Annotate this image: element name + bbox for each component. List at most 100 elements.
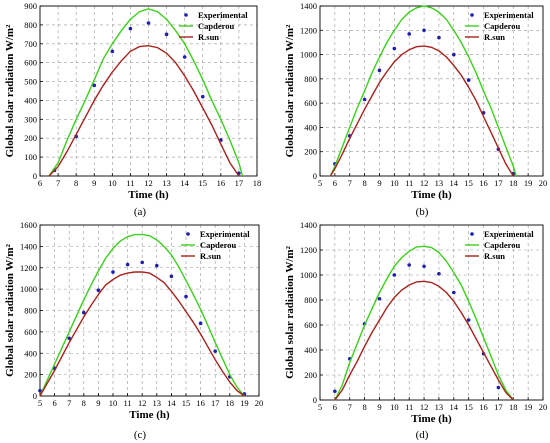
x-axis-label: Time (h) (411, 189, 452, 201)
x-tick-label: 18 (226, 398, 235, 408)
x-tick-label: 17 (494, 402, 503, 412)
series-line-capderou (329, 5, 517, 177)
data-point-experimental (407, 263, 412, 267)
y-tick-label: 0 (313, 395, 317, 405)
legend-label: Experimental (200, 229, 250, 239)
data-point-experimental (38, 388, 42, 393)
data-point-experimental (377, 296, 382, 301)
x-tick-label: 6 (52, 398, 56, 408)
y-axis-label: Global solar radiation W/m² (4, 24, 16, 157)
y-axis-label: Global solar radiation W/m² (284, 24, 296, 157)
data-point-experimental (452, 52, 456, 57)
x-tick-label: 17 (211, 398, 220, 408)
y-tick-label: 0 (33, 171, 37, 181)
series-line-r-sun (39, 271, 245, 397)
chart-panel-3: 5 6 7 8 9 10 11 12 13 14 15 16 17 18 19 200200400600800… (4, 220, 263, 441)
x-tick-label: 18 (253, 178, 262, 188)
data-point-experimental (213, 349, 217, 353)
x-tick-label: 20 (539, 178, 548, 188)
y-tick-label: 600 (24, 58, 37, 68)
data-point-experimental (110, 49, 115, 54)
x-tick-label: 19 (240, 398, 249, 408)
x-tick-label: 14 (450, 402, 459, 412)
y-tick-label: 500 (24, 77, 37, 87)
y-tick-label: 100 (24, 152, 37, 162)
x-tick-label: 10 (390, 178, 399, 188)
legend-marker-experimental (470, 13, 474, 17)
plot-frame (319, 5, 544, 177)
y-tick-label: 300 (24, 114, 37, 124)
y-tick-label: 0 (313, 171, 317, 181)
y-tick-label: 800 (24, 306, 37, 316)
x-tick-label: 17 (494, 178, 503, 188)
data-point-experimental (377, 68, 382, 73)
y-tick-label: 1000 (300, 270, 317, 280)
data-point-experimental (407, 32, 412, 36)
series-line-r-sun (329, 45, 514, 177)
chart-panel-2: 5 6 7 8 9 10 11 12 13 14 15 16 17 18 19 200200400600800… (284, 1, 547, 218)
legend-label: Experimental (484, 10, 534, 20)
x-tick-label: 9 (377, 402, 381, 412)
y-tick-label: 1200 (300, 245, 317, 255)
y-tick-label: 400 (304, 345, 317, 355)
panel-label: (b) (416, 206, 429, 218)
legend-label: R.sun (484, 32, 505, 42)
y-tick-label: 600 (24, 327, 37, 337)
y-tick-label: 1200 (300, 25, 317, 35)
y-tick-label: 1200 (20, 263, 37, 273)
series-line-r-sun (334, 280, 514, 401)
x-tick-label: 15 (182, 398, 191, 408)
data-point-experimental (422, 264, 426, 269)
x-tick-label: 15 (464, 402, 473, 412)
x-tick-label: 8 (362, 402, 366, 412)
data-point-experimental (496, 385, 501, 390)
y-tick-label: 1000 (20, 284, 37, 294)
legend-label: Capderou (484, 240, 520, 250)
x-tick-label: 14 (180, 178, 189, 188)
y-tick-label: 0 (33, 391, 37, 401)
x-tick-label: 14 (167, 398, 176, 408)
x-tick-label: 19 (524, 402, 533, 412)
x-tick-label: 12 (420, 178, 429, 188)
data-point-experimental (198, 321, 203, 326)
y-tick-label: 1600 (20, 220, 37, 230)
legend-label: Experimental (198, 10, 248, 20)
panel-label: (a) (134, 206, 147, 218)
x-tick-label: 17 (235, 178, 244, 188)
x-axis-label: Time (h) (128, 189, 169, 201)
legend-label: Capderou (198, 21, 234, 31)
data-point-experimental (92, 83, 97, 88)
data-point-experimental (146, 21, 151, 25)
data-point-experimental (422, 28, 426, 33)
x-tick-label: 11 (124, 398, 132, 408)
panel-label: (c) (134, 429, 147, 441)
legend-label: R.sun (198, 32, 219, 42)
x-tick-label: 10 (390, 402, 399, 412)
x-tick-label: 6 (333, 402, 337, 412)
x-tick-label: 7 (348, 178, 352, 188)
data-point-experimental (155, 263, 159, 268)
y-tick-label: 400 (24, 95, 37, 105)
x-tick-label: 5 (318, 402, 322, 412)
x-tick-label: 13 (153, 398, 162, 408)
y-tick-label: 800 (24, 20, 37, 30)
x-tick-label: 7 (67, 398, 71, 408)
data-point-experimental (437, 35, 441, 40)
panel-label: (d) (416, 429, 429, 441)
x-tick-label: 9 (96, 398, 100, 408)
data-point-experimental (125, 262, 130, 267)
data-point-experimental (333, 389, 337, 394)
data-point-experimental (466, 78, 471, 82)
series-line-r-sun (48, 44, 240, 177)
y-tick-label: 200 (304, 147, 317, 157)
x-tick-label: 8 (74, 178, 78, 188)
x-tick-label: 18 (509, 402, 518, 412)
x-tick-label: 9 (377, 178, 381, 188)
data-point-experimental (67, 336, 71, 341)
legend-label: R.sun (200, 251, 221, 261)
legend-label: Capderou (484, 21, 520, 31)
x-tick-label: 15 (464, 178, 473, 188)
legend-label: R.sun (484, 251, 505, 261)
y-tick-label: 800 (304, 295, 317, 305)
x-tick-label: 16 (217, 178, 226, 188)
